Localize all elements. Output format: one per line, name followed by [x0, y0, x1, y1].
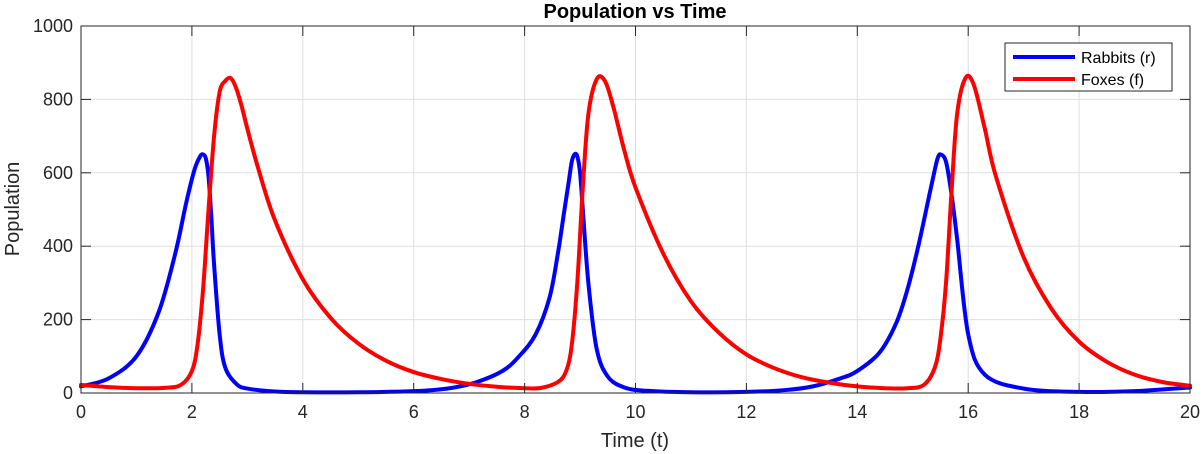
series-layer	[79, 73, 1192, 395]
x-tick-label: 12	[736, 402, 756, 422]
legend-label: Foxes (f)	[1081, 72, 1144, 89]
legend-box	[1004, 42, 1173, 92]
y-tick-label: 800	[43, 89, 73, 109]
y-tick-label: 400	[43, 236, 73, 256]
x-tick-label: 8	[520, 402, 530, 422]
y-axis-label: Population	[2, 162, 24, 257]
x-tick-label: 0	[76, 402, 86, 422]
x-tick-label: 4	[298, 402, 308, 422]
legend: Rabbits (r) Foxes (f)	[1004, 42, 1173, 92]
x-tick-label: 10	[625, 402, 645, 422]
chart-title: Population vs Time	[544, 1, 727, 23]
y-tick-label: 0	[63, 383, 73, 403]
y-tick-label: 200	[43, 310, 73, 330]
x-axis-label: Time (t)	[601, 430, 669, 452]
x-tick-label: 18	[1069, 402, 1089, 422]
legend-label: Rabbits (r)	[1081, 50, 1156, 67]
x-tick-label: 16	[958, 402, 978, 422]
y-tick-label: 1000	[33, 16, 73, 36]
x-tick-label: 20	[1180, 402, 1200, 422]
y-tick-label: 600	[43, 163, 73, 183]
series-line-foxes-f	[79, 73, 1192, 391]
x-tick-label: 6	[409, 402, 419, 422]
x-tick-label: 2	[187, 402, 197, 422]
x-tick-label: 14	[847, 402, 867, 422]
